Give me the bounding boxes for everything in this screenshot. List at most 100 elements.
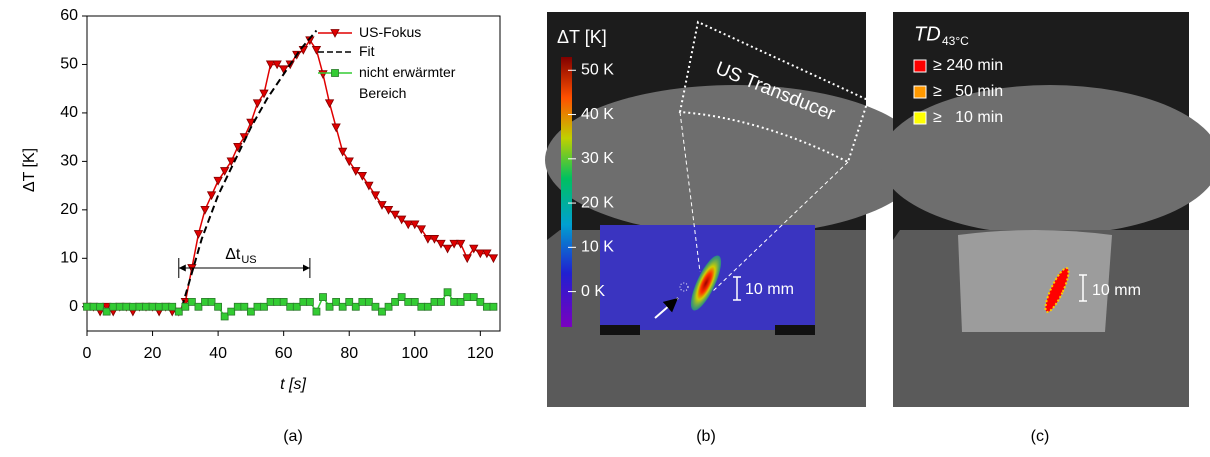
marker [418,303,425,310]
marker [332,70,339,77]
marker [431,298,438,305]
legend-label: US-Fokus [359,22,484,43]
marker [365,298,372,305]
marker [320,294,327,301]
marker [346,298,353,305]
colorbar-title: ΔT [K] [557,27,607,47]
marker [326,100,334,108]
marker [490,303,497,310]
marker [261,303,268,310]
annotation-text: Δt [225,246,241,263]
panel-title: TD [914,23,941,45]
marker [201,206,209,214]
marker [208,192,216,200]
y-tick-label: 10 [60,250,78,267]
marker [162,303,169,310]
legend-label: ≥ 10 min [933,109,1003,126]
legend-label: Fit [359,41,484,62]
marker [247,308,254,315]
marker [470,294,477,301]
marker [195,303,202,310]
marker [241,303,248,310]
marker [129,303,136,310]
marker [280,298,287,305]
marker [215,303,222,310]
marker [188,298,195,305]
panel-label: (b) [696,428,716,445]
legend-entry: nicht erwärmter Bereich [359,62,494,112]
marker [228,308,235,315]
marker [339,303,346,310]
marker [424,303,431,310]
marker [267,298,274,305]
y-tick-label: 60 [60,7,78,24]
x-axis-label: t [s] [280,376,306,393]
marker [116,303,123,310]
colorbar-tick-label: 0 K [581,283,605,300]
marker [313,308,320,315]
marker [489,255,497,262]
marker [392,298,399,305]
marker [253,100,261,108]
marker [333,298,340,305]
marker [123,303,130,310]
marker [293,303,300,310]
legend-label: ≥ 240 min [933,57,1003,74]
marker [319,71,327,79]
marker [110,303,117,310]
marker [208,298,215,305]
marker [247,119,255,127]
marker [182,303,189,310]
marker [84,303,91,310]
legend-label: nicht erwärmter Bereich [359,62,484,104]
y-tick-label: 20 [60,201,78,218]
marker [352,303,359,310]
marker [385,303,392,310]
marker [194,231,202,239]
marker [444,289,451,296]
panel-b: US Transducer 10 mm ΔT [K] (b) 50 K40 K3… [545,12,925,445]
marker [359,298,366,305]
x-tick-label: 0 [83,345,92,362]
colorbar-tick-label: 30 K [581,150,614,167]
marker [306,298,313,305]
marker [326,303,333,310]
marker [136,303,143,310]
marker [483,303,490,310]
marker [274,298,281,305]
legend-label: ≥ 50 min [933,83,1003,100]
colorbar-tick-label: 40 K [581,106,614,123]
marker [411,298,418,305]
marker [221,313,228,320]
colorbar-tick-label: 50 K [581,61,614,78]
marker [90,303,97,310]
x-tick-label: 100 [401,345,428,362]
panel-title-subscript: 43°C [942,34,969,48]
marker [312,46,320,54]
y-tick-label: 30 [60,153,78,170]
marker [175,308,182,315]
y-tick-label: 0 [69,298,78,315]
marker [97,303,104,310]
figure: t [s] ΔT [K] (a) 01020304050600204060801… [0,0,1210,452]
marker [234,303,241,310]
phantom [958,230,1112,332]
x-tick-label: 20 [144,345,162,362]
marker [451,298,458,305]
y-axis-label: ΔT [K] [21,148,38,192]
legend-swatch [914,112,926,124]
marker [464,294,471,301]
panel-label: (c) [1031,428,1050,445]
colorbar-tick-label: 10 K [581,239,614,256]
mri-shadow [600,325,640,335]
legend-swatch [914,86,926,98]
annotation-subscript: US [241,254,256,266]
marker [398,294,405,301]
marker [300,298,307,305]
marker [254,303,261,310]
x-tick-label: 120 [467,345,494,362]
mri-tissue [880,85,1210,235]
legend-swatch [914,60,926,72]
marker [379,308,386,315]
